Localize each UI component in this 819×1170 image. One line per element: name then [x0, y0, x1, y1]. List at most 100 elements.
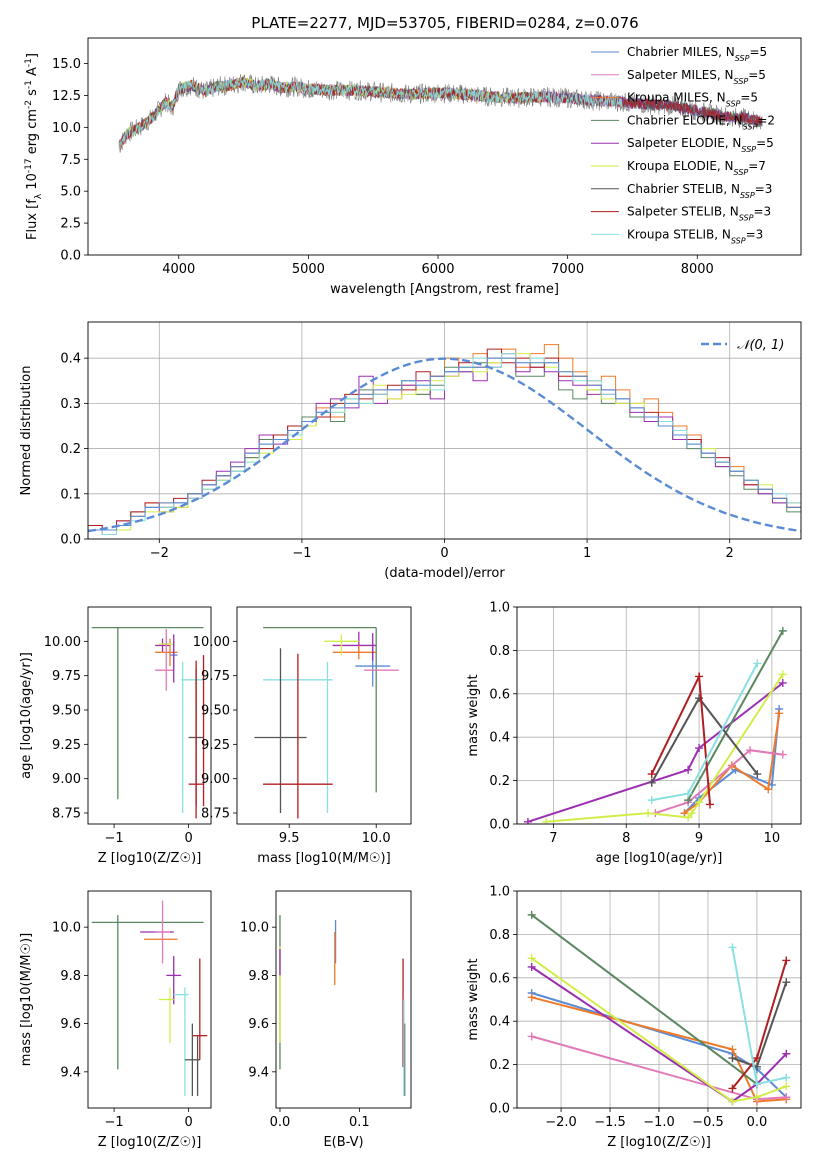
y-tick-label: 9.8 [248, 969, 269, 984]
x-tick-label: 4000 [162, 262, 195, 277]
mass-weight-marker [695, 798, 704, 807]
y-tick-label: 0.4 [489, 731, 510, 746]
mass-weight-marker [782, 1082, 791, 1091]
y-tick-label: 0.2 [489, 1058, 510, 1073]
mass-weight-line [527, 682, 784, 823]
axis-label: Z [log10(Z/Z☉)] [98, 851, 202, 866]
plot-area [88, 344, 801, 539]
x-tick-label: 7000 [551, 262, 584, 277]
axis-label: mass [log10(M/M☉)] [19, 933, 34, 1066]
y-tick-label: 9.25 [201, 738, 230, 753]
errorbar-point [263, 653, 333, 819]
x-tick-label: 0 [184, 1115, 192, 1130]
errorbar-point [155, 638, 170, 653]
y-tick-label: 8.75 [52, 807, 81, 822]
legend: Chabrier MILES, NSSP=5 Salpeter MILES, NS… [591, 45, 775, 245]
errorbar-point [155, 900, 170, 964]
y-tick-label: 9.00 [201, 772, 230, 787]
mass-weight-marker [728, 1045, 737, 1054]
mass-weight-marker [728, 1084, 737, 1093]
y-tick-label: 9.6 [60, 1017, 81, 1032]
x-tick-label: −1 [105, 1115, 124, 1130]
axis-label: Z [log10(Z/Z☉)] [607, 1135, 711, 1150]
axis-label: mass weight [466, 674, 481, 756]
y-tick-label: 0.4 [60, 352, 81, 367]
y-tick-label: 9.50 [201, 704, 230, 719]
y-tick-label: 10.00 [193, 635, 230, 650]
x-tick-label: −1.5 [594, 1115, 626, 1130]
x-tick-label: 0.1 [349, 1115, 370, 1130]
x-tick-label: 10 [764, 831, 781, 846]
x-tick-label: −1 [292, 546, 311, 561]
errorbar-point [158, 987, 174, 1043]
plot-area [254, 626, 399, 819]
mass-weight-line [687, 630, 784, 801]
residual-histogram-panel: −2 −1 0 1 2 0.0 0.1 0.2 0.3 0.4 (data-model)/error… [19, 321, 802, 581]
errorbar-point [324, 634, 359, 656]
mass-weight-marker [746, 746, 755, 755]
legend-label: Kroupa MILES, NSSP=5 [627, 91, 758, 109]
mass-weight-marker [684, 789, 693, 798]
mass-weight-marker [695, 672, 704, 681]
y-tick-label: 9.4 [60, 1065, 81, 1080]
y-tick-label: 0.2 [60, 442, 81, 457]
legend-label: Kroupa ELODIE, NSSP=7 [627, 159, 766, 177]
mass-weight-marker [527, 1032, 536, 1041]
plot-area [523, 626, 787, 824]
axis-label: age [log10(age/yr)] [596, 851, 723, 866]
mass-weight-marker [782, 956, 791, 965]
axes-frame [87, 890, 212, 1109]
x-tick-label: −1.0 [643, 1115, 675, 1130]
mass-weight-marker [527, 962, 536, 971]
y-tick-label: 9.75 [52, 669, 81, 684]
errorbar-point [254, 648, 307, 814]
mass-weight-marker [728, 1097, 737, 1106]
mass-weight-marker [527, 954, 536, 963]
legend-label: Salpeter MILES, NSSP=5 [627, 68, 766, 86]
mass-weight-marker [684, 813, 693, 822]
x-tick-label: −0.5 [692, 1115, 724, 1130]
plot-area [91, 626, 205, 819]
axes-frame [87, 37, 802, 256]
plot-area [91, 900, 208, 1096]
spectrum-panel: 4000 5000 6000 7000 8000 0.0 2.5 5.0 7.5 10.0 12.5… [24, 37, 802, 297]
mass-weight-marker [752, 1093, 761, 1102]
mass-weight-marker [728, 1054, 737, 1063]
mass-weight-marker [687, 809, 696, 818]
axis-label: mass [log10(M/M☉)] [257, 851, 390, 866]
mass-weight-marker [775, 709, 784, 718]
x-tick-label: 9.5 [279, 831, 300, 846]
plot-area [527, 910, 791, 1106]
axes-frame [275, 890, 412, 1109]
mass-weight-line [731, 947, 787, 1086]
y-tick-label: 9.4 [248, 1065, 269, 1080]
errorbar-point [332, 645, 377, 660]
y-tick-label: 0.0 [489, 1102, 510, 1117]
mass-weight-marker [778, 750, 787, 759]
x-tick-label: 1 [583, 546, 591, 561]
histogram-step-line [88, 353, 801, 539]
axes-frame [516, 890, 802, 1109]
mass-weight-marker [647, 770, 656, 779]
errorbar-point [188, 660, 204, 819]
plot-area [279, 915, 406, 1096]
y-tick-label: 9.25 [52, 738, 81, 753]
x-tick-label: 0 [440, 546, 448, 561]
mass-weight-line [655, 749, 783, 815]
y-tick-label: 0.4 [489, 1015, 510, 1030]
age-vs-metallicity-panel: −1 0 8.75 9.00 9.25 9.50 9.75 10.00 Z [log10(Z/Z… [19, 606, 212, 866]
histogram-step-line [88, 357, 801, 539]
legend-label: Chabrier ELODIE, NSSP=2 [627, 113, 775, 130]
x-tick-label: −2.0 [545, 1115, 577, 1130]
y-tick-label: 1.0 [489, 601, 510, 616]
x-tick-label: 0 [184, 831, 192, 846]
mass-weight-line [546, 673, 784, 823]
mass-weight-marker [778, 626, 787, 635]
y-tick-label: 1.0 [489, 885, 510, 900]
axis-label: Flux [fλ 10-17 erg cm-2 s-1 A-1] [24, 53, 44, 240]
axis-label: age [log10(age/yr)] [19, 652, 34, 779]
mass-weight-line [531, 957, 787, 1103]
mass-vs-metallicity-panel: −1 0 9.4 9.6 9.8 10.0 Z [log10(Z/Z☉)] mass [log… [19, 890, 212, 1150]
x-tick-label: −2 [150, 546, 169, 561]
